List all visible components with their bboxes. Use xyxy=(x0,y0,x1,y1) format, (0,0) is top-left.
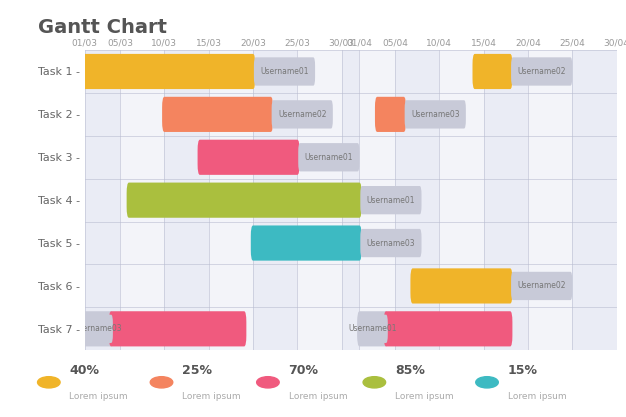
Text: Lorem ipsum: Lorem ipsum xyxy=(395,392,454,402)
Ellipse shape xyxy=(476,377,498,388)
Text: Lorem ipsum: Lorem ipsum xyxy=(508,392,567,402)
Text: Gantt Chart: Gantt Chart xyxy=(38,18,167,37)
Bar xyxy=(439,50,484,350)
Text: 85%: 85% xyxy=(395,364,425,377)
Text: Username02: Username02 xyxy=(518,67,566,76)
FancyBboxPatch shape xyxy=(83,315,113,343)
Text: Username01: Username01 xyxy=(349,324,397,333)
FancyBboxPatch shape xyxy=(198,140,300,175)
Text: Username02: Username02 xyxy=(518,281,566,291)
Text: Username03: Username03 xyxy=(73,324,122,333)
Bar xyxy=(208,50,253,350)
FancyBboxPatch shape xyxy=(272,100,333,128)
Ellipse shape xyxy=(38,377,60,388)
FancyBboxPatch shape xyxy=(357,311,388,347)
Text: 15%: 15% xyxy=(508,364,538,377)
Text: Username03: Username03 xyxy=(367,239,415,248)
FancyBboxPatch shape xyxy=(162,97,273,132)
FancyBboxPatch shape xyxy=(298,143,359,171)
FancyBboxPatch shape xyxy=(126,183,362,218)
Text: Username02: Username02 xyxy=(278,110,327,119)
FancyBboxPatch shape xyxy=(511,272,572,300)
Text: Lorem ipsum: Lorem ipsum xyxy=(182,392,241,402)
Bar xyxy=(120,50,164,350)
Ellipse shape xyxy=(363,377,386,388)
Ellipse shape xyxy=(257,377,279,388)
FancyBboxPatch shape xyxy=(411,269,513,304)
FancyBboxPatch shape xyxy=(361,186,421,214)
FancyBboxPatch shape xyxy=(361,229,421,257)
FancyBboxPatch shape xyxy=(254,57,315,85)
Text: 70%: 70% xyxy=(289,364,319,377)
Text: 40%: 40% xyxy=(69,364,100,377)
FancyBboxPatch shape xyxy=(473,54,513,89)
FancyBboxPatch shape xyxy=(82,54,255,89)
FancyBboxPatch shape xyxy=(109,311,247,347)
FancyBboxPatch shape xyxy=(251,226,362,261)
Text: Username01: Username01 xyxy=(367,196,415,205)
Text: 25%: 25% xyxy=(182,364,212,377)
Text: Username01: Username01 xyxy=(305,153,353,162)
Text: Lorem ipsum: Lorem ipsum xyxy=(69,392,128,402)
Bar xyxy=(297,50,342,350)
Text: Username03: Username03 xyxy=(411,110,459,119)
FancyBboxPatch shape xyxy=(384,311,513,347)
FancyBboxPatch shape xyxy=(375,97,406,132)
Text: Username01: Username01 xyxy=(260,67,309,76)
FancyBboxPatch shape xyxy=(511,57,572,85)
FancyBboxPatch shape xyxy=(357,315,388,343)
FancyBboxPatch shape xyxy=(404,100,466,128)
Ellipse shape xyxy=(150,377,173,388)
FancyBboxPatch shape xyxy=(82,311,113,347)
Bar xyxy=(359,50,395,350)
Bar xyxy=(528,50,572,350)
Text: Lorem ipsum: Lorem ipsum xyxy=(289,392,347,402)
